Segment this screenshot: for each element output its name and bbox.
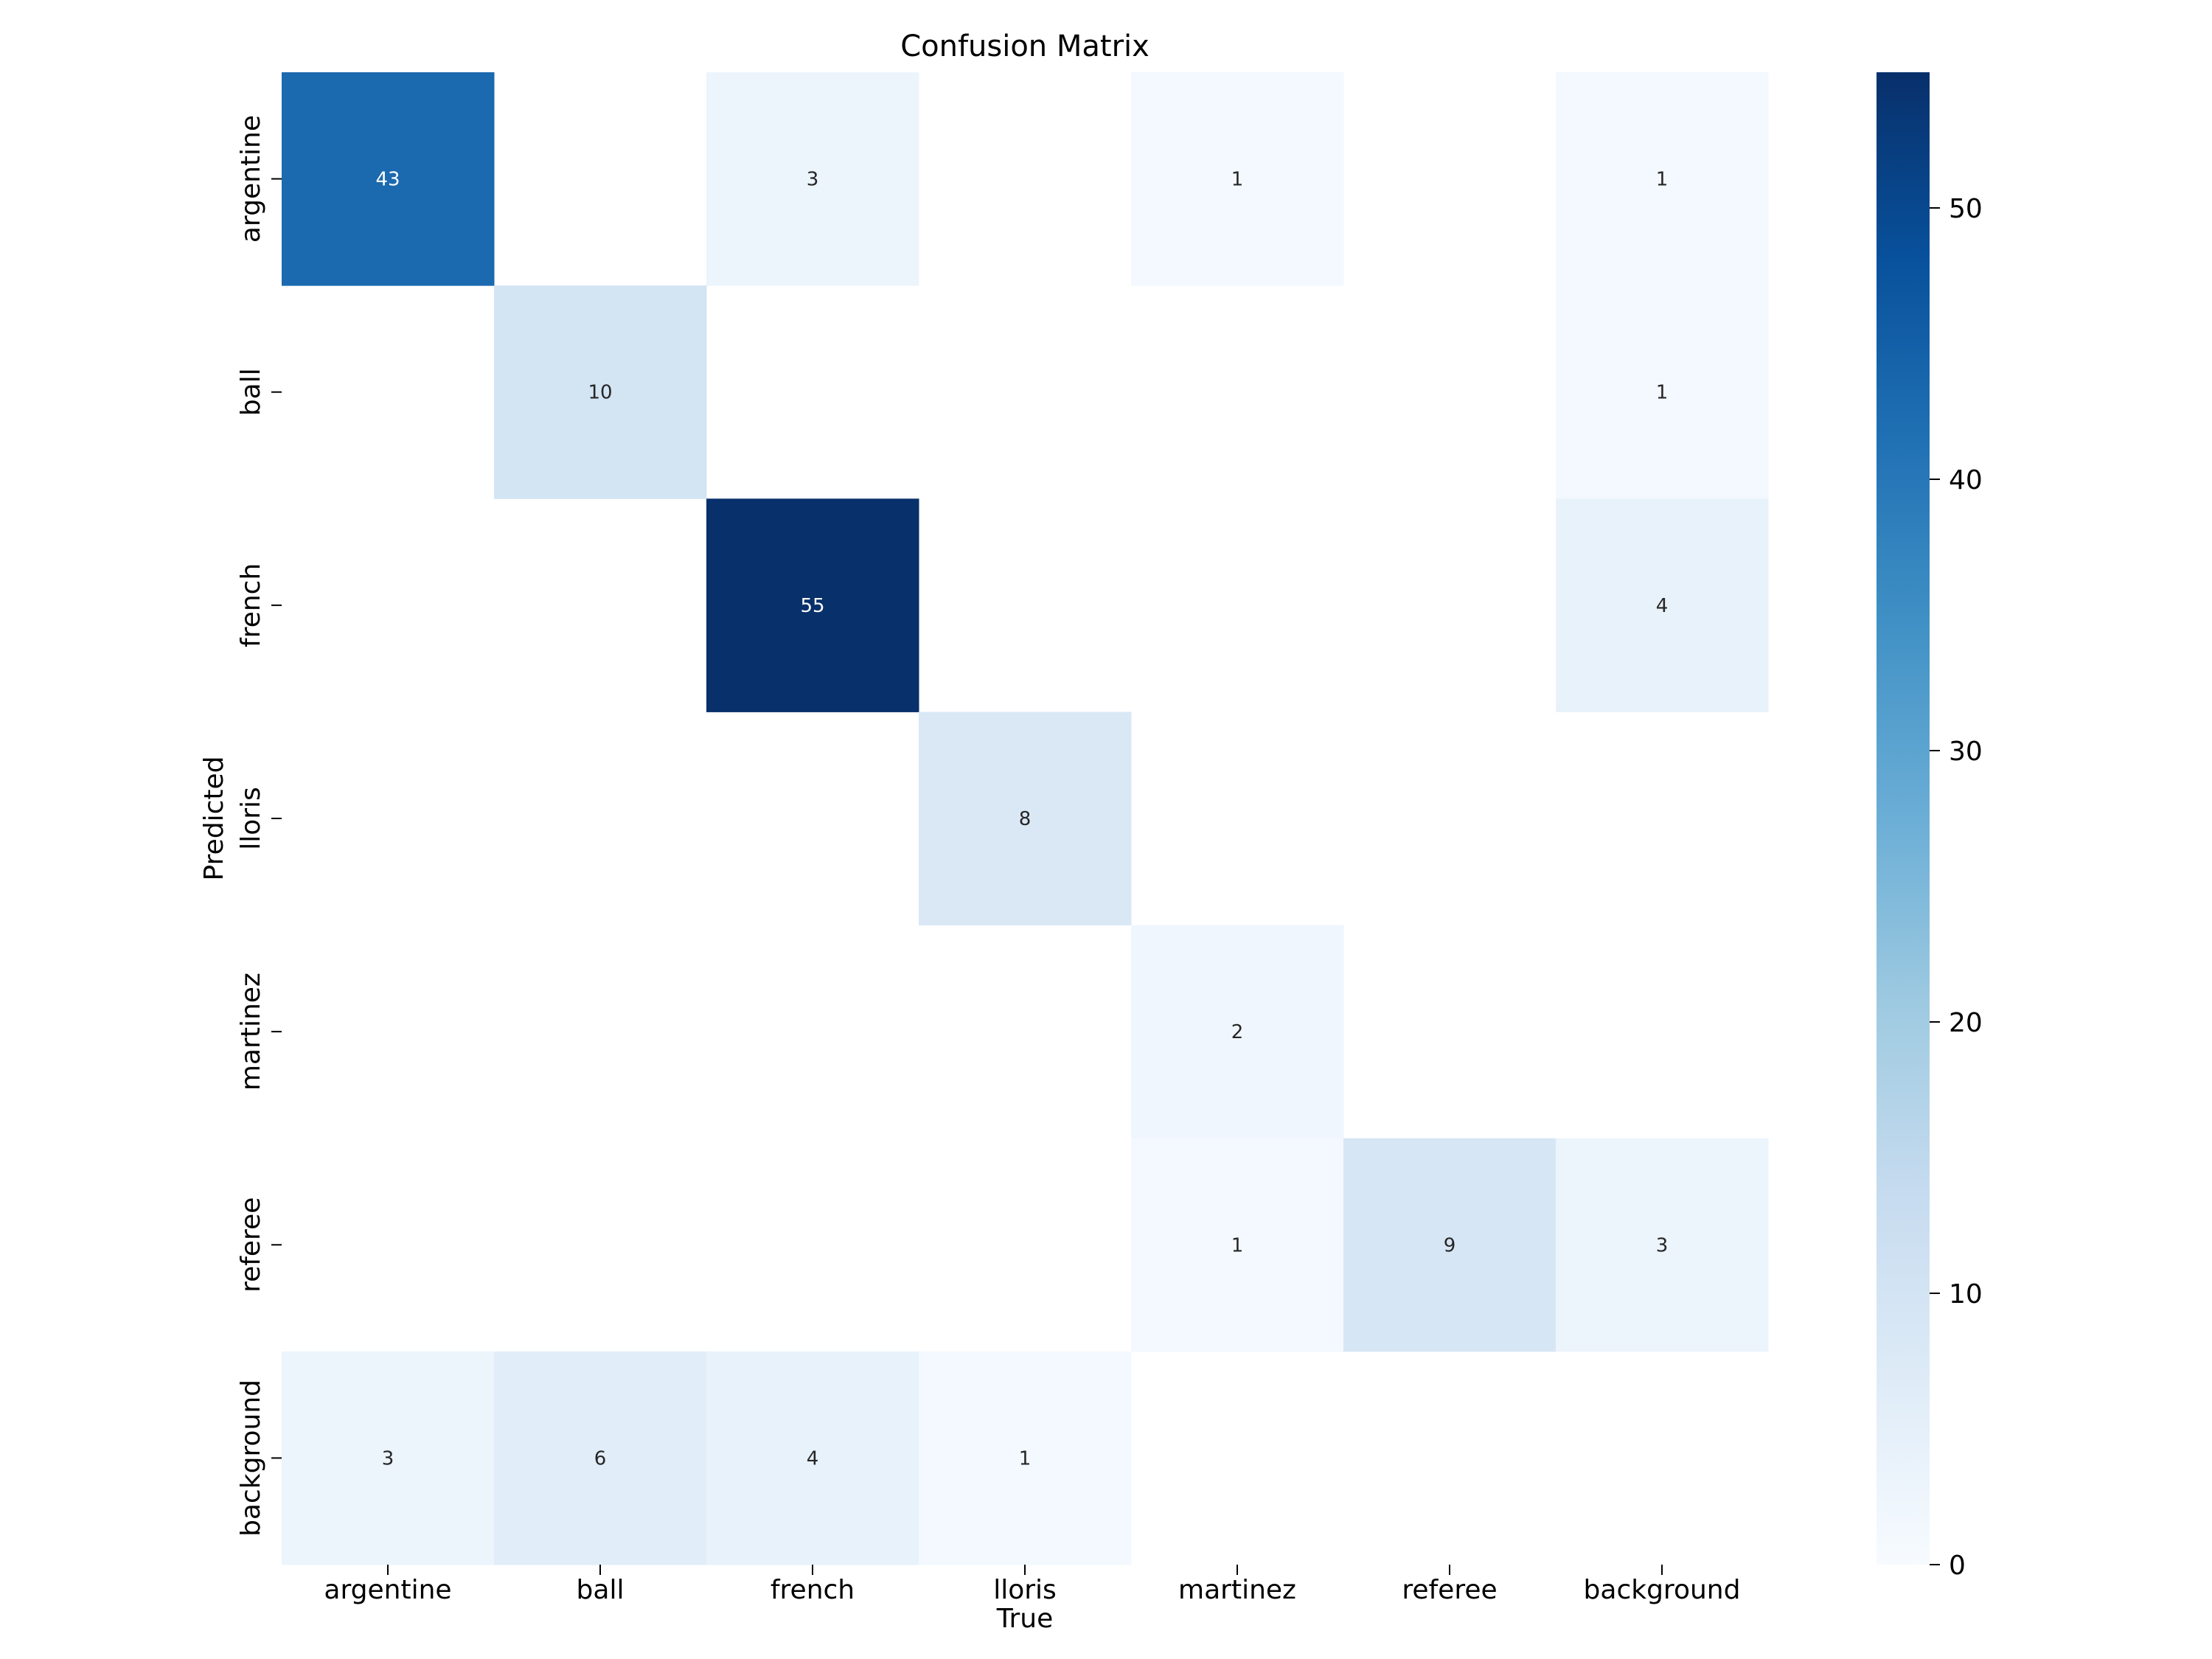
heatmap-cell [1556, 498, 1769, 712]
y-tick-label: martinez [236, 973, 266, 1091]
heatmap-cell [494, 285, 707, 499]
heatmap-cell [919, 1351, 1132, 1565]
y-axis-label: Predicted [199, 757, 229, 881]
y-tick-label: referee [236, 1197, 266, 1293]
colorbar-tick-label: 30 [1949, 737, 1983, 767]
heatmap-cell [1556, 285, 1769, 499]
cell-value-label: 4 [807, 1447, 819, 1470]
heatmap-cell [1131, 1138, 1344, 1352]
x-tick-label: lloris [993, 1575, 1057, 1605]
cell-value-label: 3 [1656, 1234, 1669, 1256]
x-tick-label: ball [577, 1575, 625, 1605]
cell-value-label: 10 [588, 382, 612, 404]
cell-value-label: 8 [1019, 808, 1032, 830]
x-tick-label: background [1584, 1575, 1741, 1605]
cell-value-label: 1 [1019, 1447, 1032, 1470]
heatmap-cell [1131, 72, 1344, 286]
colorbar-tick-label: 0 [1949, 1551, 1966, 1581]
heatmap-cell [494, 1351, 707, 1565]
cell-annotations: 43 3 1 1 10 1 55 4 8 2 1 9 3 3 6 4 1 [375, 169, 1668, 1470]
colorbar-tick-label: 50 [1949, 194, 1983, 224]
y-tick-label: argentine [236, 115, 266, 243]
x-tick-label: referee [1402, 1575, 1497, 1605]
cell-value-label: 1 [1231, 169, 1244, 191]
cell-value-label: 4 [1656, 595, 1669, 617]
cell-value-label: 9 [1444, 1234, 1456, 1256]
heatmap-cell [1131, 925, 1344, 1139]
x-tick-label: argentine [324, 1575, 451, 1605]
heatmap-cell [282, 1351, 495, 1565]
y-tick-label: ball [236, 368, 266, 416]
x-axis-label: True [996, 1604, 1053, 1634]
cell-value-label: 6 [594, 1447, 607, 1470]
colorbar-tick-label: 40 [1949, 465, 1983, 495]
y-axis: argentine ball french lloris martinez referee… [236, 115, 282, 1537]
chart-title: Confusion Matrix [900, 29, 1150, 63]
y-tick-label: french [236, 563, 266, 647]
colorbar-tick-label: 20 [1949, 1008, 1983, 1038]
cell-value-label: 1 [1656, 382, 1669, 404]
heatmap-cell [919, 712, 1132, 926]
y-tick-label: lloris [236, 787, 266, 850]
cell-value-label: 3 [382, 1447, 394, 1470]
cell-value-label: 1 [1231, 1234, 1244, 1256]
heatmap-cell [1343, 1138, 1557, 1352]
x-tick-label: french [771, 1575, 855, 1605]
x-tick-label: martinez [1178, 1575, 1296, 1605]
heatmap-cell [706, 72, 919, 286]
heatmap-cell [1556, 1138, 1769, 1352]
colorbar-ticks: 0 10 20 30 40 50 [1930, 194, 1983, 1581]
heatmap-cells [282, 72, 1769, 1565]
colorbar-tick-label: 10 [1949, 1279, 1983, 1310]
heatmap-cell [706, 1351, 919, 1565]
heatmap-cell [706, 498, 919, 712]
x-axis: argentine ball french lloris martinez referee… [324, 1565, 1740, 1605]
y-tick-label: background [236, 1380, 266, 1537]
heatmap-cell [282, 72, 495, 286]
cell-value-label: 1 [1656, 169, 1669, 191]
cell-value-label: 3 [807, 169, 819, 191]
heatmap-cell [1556, 72, 1769, 286]
cell-value-label: 43 [375, 169, 400, 191]
cell-value-label: 55 [800, 595, 824, 617]
colorbar [1877, 72, 1930, 1565]
cell-value-label: 2 [1231, 1021, 1244, 1043]
